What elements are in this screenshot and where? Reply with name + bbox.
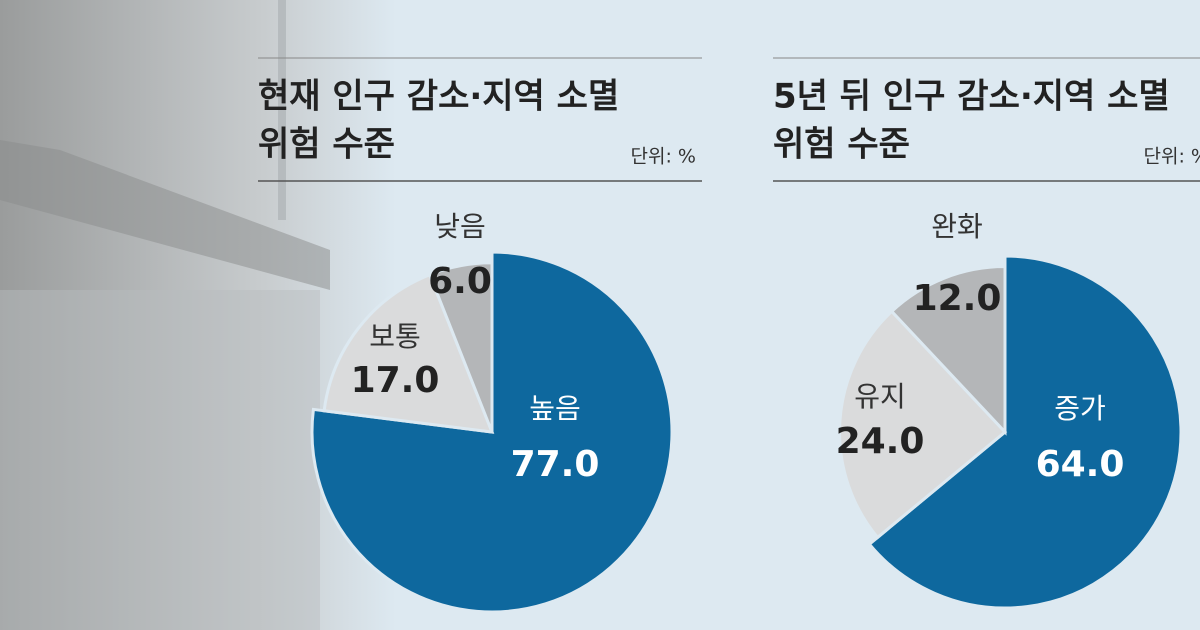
slice-value: 24.0 (836, 421, 925, 462)
slice-name: 높음 (529, 392, 581, 425)
chart-title: 위험 수준 (258, 125, 395, 165)
slice-value: 64.0 (1036, 444, 1125, 485)
pie-slice (322, 272, 495, 434)
slice-name: 낮음 (434, 210, 486, 243)
wall-photo (0, 290, 320, 630)
pie-slice (889, 265, 1007, 436)
unit-label: 단위: % (631, 146, 696, 168)
pie-slice (867, 254, 1183, 610)
slice-name: 증가 (1054, 392, 1106, 425)
slice-name: 보통 (369, 320, 421, 353)
unit-label: 단위: % (1144, 146, 1200, 168)
slice-name: 완화 (931, 210, 983, 243)
chart-title: 위험 수준 (773, 125, 910, 165)
slice-value: 17.0 (351, 360, 440, 401)
slice-value: 12.0 (913, 278, 1002, 319)
chart-title: 5년 뒤 인구 감소·지역 소멸 (773, 77, 1170, 117)
pie-slice (838, 309, 1008, 540)
slice-name: 유지 (854, 380, 906, 413)
pie-slice (427, 261, 494, 433)
slice-value: 6.0 (428, 261, 492, 302)
pie-slice (310, 250, 674, 614)
roof-photo (0, 140, 330, 290)
chart-title: 현재 인구 감소·지역 소멸 (258, 77, 619, 117)
slice-value: 77.0 (511, 444, 600, 485)
pole-photo (278, 0, 286, 220)
